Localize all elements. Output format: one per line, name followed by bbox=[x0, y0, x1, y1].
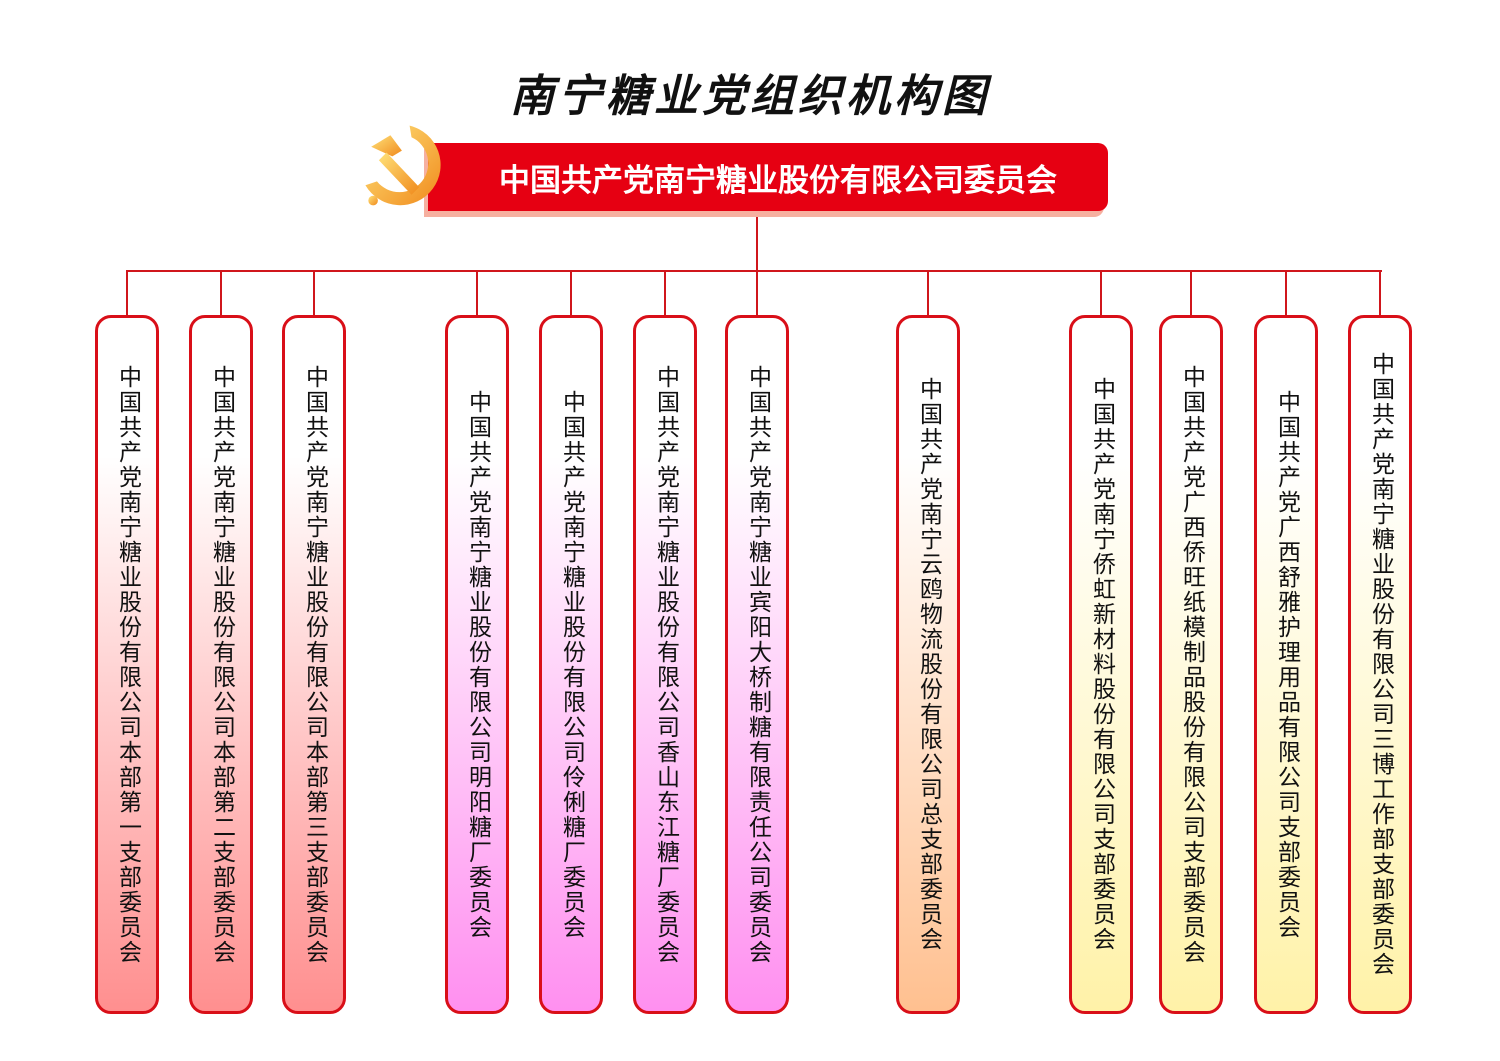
branch-label: 中国共产党南宁糖业股份有限公司香山东江糖厂委员会 bbox=[652, 364, 679, 965]
branch-node: 中国共产党南宁糖业股份有限公司三博工作部支部委员会 bbox=[1348, 315, 1412, 1014]
branch-connector bbox=[570, 271, 572, 317]
root-connector bbox=[756, 210, 758, 272]
branch-node: 中国共产党广西侨旺纸模制品股份有限公司支部委员会 bbox=[1159, 315, 1223, 1014]
branch-node: 中国共产党南宁糖业股份有限公司香山东江糖厂委员会 bbox=[633, 315, 697, 1014]
branch-node: 中国共产党广西舒雅护理用品有限公司支部委员会 bbox=[1254, 315, 1318, 1014]
branch-connector bbox=[1190, 271, 1192, 317]
branch-node: 中国共产党南宁糖业股份有限公司本部第三支部委员会 bbox=[282, 315, 346, 1014]
branch-node: 中国共产党南宁侨虹新材料股份有限公司支部委员会 bbox=[1069, 315, 1133, 1014]
horizontal-connector bbox=[126, 270, 1382, 272]
branch-label: 中国共产党广西舒雅护理用品有限公司支部委员会 bbox=[1273, 389, 1300, 940]
branch-connector bbox=[313, 271, 315, 317]
branch-label: 中国共产党南宁糖业股份有限公司本部第一支部委员会 bbox=[114, 364, 141, 965]
branch-connector bbox=[756, 271, 758, 317]
branch-label: 中国共产党南宁糖业股份有限公司本部第三支部委员会 bbox=[301, 364, 328, 965]
branch-label: 中国共产党南宁侨虹新材料股份有限公司支部委员会 bbox=[1088, 377, 1115, 952]
branch-label: 中国共产党广西侨旺纸模制品股份有限公司支部委员会 bbox=[1178, 364, 1205, 965]
branch-label: 中国共产党南宁糖业股份有限公司明阳糖厂委员会 bbox=[464, 389, 491, 940]
branch-node: 中国共产党南宁糖业股份有限公司本部第二支部委员会 bbox=[189, 315, 253, 1014]
branch-connector bbox=[220, 271, 222, 317]
party-emblem-icon bbox=[365, 125, 441, 206]
branch-label: 中国共产党南宁糖业宾阳大桥制糖有限责任公司委员会 bbox=[744, 364, 771, 965]
branch-node: 中国共产党南宁糖业宾阳大桥制糖有限责任公司委员会 bbox=[725, 315, 789, 1014]
branch-connector bbox=[1100, 271, 1102, 317]
branch-node: 中国共产党南宁糖业股份有限公司明阳糖厂委员会 bbox=[445, 315, 509, 1014]
root-node: 中国共产党南宁糖业股份有限公司委员会 bbox=[428, 143, 1108, 211]
branch-connector bbox=[927, 271, 929, 317]
chart-title: 南宁糖业党组织机构图 bbox=[510, 71, 990, 122]
branch-connector bbox=[126, 271, 128, 317]
branch-node: 中国共产党南宁云鸥物流股份有限公司总支部委员会 bbox=[896, 315, 960, 1014]
branch-label: 中国共产党南宁糖业股份有限公司三博工作部支部委员会 bbox=[1367, 352, 1394, 977]
branch-node: 中国共产党南宁糖业股份有限公司本部第一支部委员会 bbox=[95, 315, 159, 1014]
branch-connector bbox=[1285, 271, 1287, 317]
branch-label: 中国共产党南宁糖业股份有限公司本部第二支部委员会 bbox=[208, 364, 235, 965]
branch-label: 中国共产党南宁糖业股份有限公司伶俐糖厂委员会 bbox=[558, 389, 585, 940]
branch-connector bbox=[476, 271, 478, 317]
root-label: 中国共产党南宁糖业股份有限公司委员会 bbox=[499, 162, 1057, 199]
branch-connector bbox=[1379, 271, 1381, 317]
branch-label: 中国共产党南宁云鸥物流股份有限公司总支部委员会 bbox=[915, 377, 942, 952]
branch-connector bbox=[664, 271, 666, 317]
branch-node: 中国共产党南宁糖业股份有限公司伶俐糖厂委员会 bbox=[539, 315, 603, 1014]
